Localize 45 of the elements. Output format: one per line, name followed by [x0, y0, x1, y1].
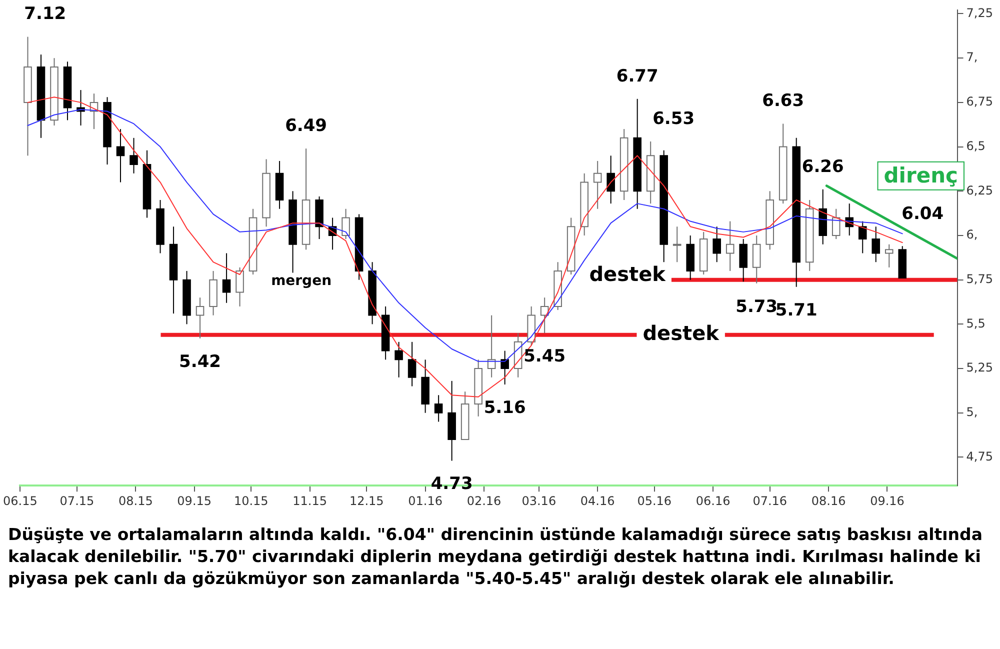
x-tick-label: 09.15 — [177, 494, 212, 508]
annotation: 4.73 — [430, 474, 473, 494]
ref-line-label: destek — [589, 262, 666, 286]
x-tick-label: 04.16 — [580, 494, 615, 508]
x-tick-label: 09.16 — [870, 494, 904, 508]
annotation: 6.77 — [616, 66, 658, 86]
annotation: 5.45 — [524, 346, 566, 366]
annotation: 6.04 — [902, 204, 944, 224]
x-tick-label: 05.16 — [637, 494, 672, 508]
annotation: mergen — [271, 272, 332, 289]
y-tick-label: 6,25 — [966, 183, 993, 198]
annotation: 6.53 — [652, 108, 695, 129]
y-tick-label: 6, — [966, 228, 978, 242]
y-tick-label: 5,5 — [966, 316, 986, 330]
annotation: 5.16 — [484, 398, 526, 418]
y-tick-label: 7, — [966, 50, 978, 64]
y-tick-label: 5, — [966, 404, 978, 419]
x-tick-label: 07.15 — [60, 494, 94, 508]
x-tick-label: 02.16 — [466, 494, 502, 508]
x-tick-label: 07.16 — [752, 494, 788, 508]
x-tick-label: 08.16 — [811, 494, 846, 508]
series-label: direnç — [884, 163, 958, 188]
y-tick-label: 6,75 — [966, 94, 993, 109]
x-tick-label: 10.15 — [234, 494, 268, 508]
annotation: 6.49 — [285, 116, 328, 136]
x-tick-label: 12.15 — [349, 494, 384, 508]
annotation: 5.42 — [179, 352, 221, 372]
y-tick-label: 5,75 — [966, 272, 993, 286]
annotation: 6.63 — [762, 91, 804, 112]
annotation: 6.26 — [802, 156, 844, 177]
x-tick-label: 06.16 — [696, 494, 730, 508]
y-tick-label: 7,25 — [966, 6, 993, 20]
text: Düşüşte ve ortalamaların altında kaldı. "6.04" direncinin üstünde kalamadığı sürece satış baskısı altında kalacak denilebilir. "5.70" civarındaki diplerin meydana getirdiği destek hattına indi. Kırılması halinde ki piyasa pek canlı da gözükmüyor son zamanlarda "5.40-5.45" aralığı destek olarak ele alınabilir. — [8, 524, 984, 590]
y-tick-label: 5,25 — [966, 360, 993, 375]
annotation: 7.12 — [24, 4, 66, 24]
x-tick-label: 11.15 — [292, 494, 328, 508]
x-tick-label: 06.15 — [2, 494, 38, 508]
annotation: 5.71 — [775, 300, 818, 320]
x-tick-label: 03.16 — [522, 494, 556, 508]
x-tick-label: 01.16 — [408, 494, 442, 508]
y-tick-label: 6,5 — [966, 138, 986, 153]
annotation: 5.73 — [736, 296, 778, 317]
ref-line-label: destek — [642, 321, 720, 346]
y-tick-label: 4,75 — [966, 449, 993, 464]
x-tick-label: 08.15 — [118, 494, 153, 508]
